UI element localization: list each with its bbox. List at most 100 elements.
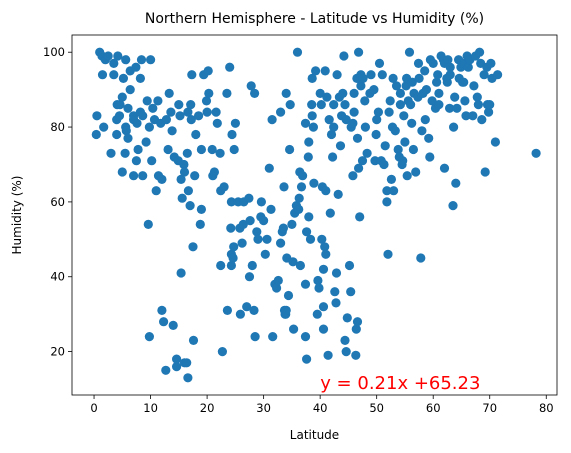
data-point (266, 204, 276, 214)
data-point (300, 332, 311, 342)
y-tick-label: 60 (50, 195, 65, 209)
data-point (166, 107, 176, 117)
data-point (229, 242, 239, 252)
data-point (445, 70, 455, 80)
data-point (379, 159, 389, 170)
data-point (391, 81, 402, 91)
data-point (490, 137, 500, 147)
y-tick-label: 80 (50, 120, 65, 134)
data-point (285, 100, 295, 110)
data-point (123, 103, 133, 113)
data-point (129, 171, 139, 181)
data-point (131, 156, 141, 166)
data-point (407, 77, 417, 87)
data-point (404, 47, 415, 57)
data-point (318, 264, 329, 274)
data-points (91, 47, 541, 383)
data-point (354, 163, 364, 173)
data-point (260, 249, 270, 259)
data-point (141, 137, 151, 147)
data-point (172, 362, 182, 372)
data-point (256, 197, 266, 207)
data-point (259, 216, 269, 226)
data-point (472, 92, 482, 102)
data-point (400, 137, 410, 147)
data-point (318, 324, 329, 334)
data-point (201, 96, 212, 106)
data-point (183, 373, 193, 383)
data-point (321, 249, 331, 259)
data-point (264, 163, 274, 173)
data-point (493, 70, 503, 80)
data-point (121, 126, 131, 136)
data-point (244, 272, 255, 282)
data-point (175, 111, 185, 121)
data-point (186, 100, 196, 110)
data-point (445, 62, 455, 72)
data-point (486, 58, 496, 68)
data-point (133, 144, 143, 155)
data-point (106, 148, 116, 158)
data-point (477, 115, 487, 125)
y-axis-ticks: 20 40 60 80 100 (43, 45, 72, 359)
data-point (253, 234, 263, 244)
data-point (182, 358, 192, 368)
data-point (172, 354, 182, 364)
data-point (167, 126, 177, 136)
data-point (303, 152, 313, 162)
data-point (188, 335, 199, 345)
data-point (344, 260, 355, 271)
data-point (408, 144, 418, 155)
x-tick-label: 10 (143, 401, 158, 415)
data-point (451, 178, 461, 188)
data-point (333, 189, 343, 199)
data-point (182, 148, 192, 158)
data-point (283, 290, 294, 301)
data-point (179, 167, 190, 177)
data-point (187, 70, 197, 80)
data-point (114, 111, 125, 121)
data-point (374, 58, 385, 68)
data-point (211, 107, 221, 117)
data-point (442, 77, 452, 87)
data-point (287, 219, 297, 229)
data-point (461, 111, 471, 121)
data-point (439, 163, 450, 173)
data-point (117, 92, 127, 102)
data-point (349, 107, 359, 117)
data-point (416, 253, 426, 263)
data-point (380, 141, 390, 151)
data-point (247, 260, 257, 271)
data-point (302, 354, 312, 364)
data-point (157, 174, 167, 184)
data-point (227, 129, 237, 140)
data-point (235, 309, 245, 319)
data-point (352, 133, 363, 143)
data-point (531, 148, 541, 158)
data-point (307, 111, 317, 121)
data-point (203, 66, 213, 76)
x-axis-label: Latitude (290, 428, 339, 442)
x-tick-label: 50 (369, 401, 384, 415)
x-tick-label: 80 (539, 401, 554, 415)
data-point (183, 186, 193, 196)
data-point (340, 100, 350, 110)
data-point (395, 88, 405, 98)
data-point (121, 55, 131, 65)
data-point (132, 118, 142, 128)
data-point (177, 193, 187, 203)
data-point (449, 122, 459, 132)
data-point (308, 122, 318, 132)
data-point (144, 122, 154, 132)
data-point (304, 212, 314, 222)
data-point (323, 350, 333, 360)
data-point (314, 283, 324, 293)
data-point (161, 115, 171, 125)
x-tick-label: 60 (426, 401, 441, 415)
data-point (179, 159, 189, 170)
data-point (161, 365, 171, 375)
plot-frame (71, 34, 558, 396)
data-point (147, 156, 157, 166)
data-point (279, 182, 289, 192)
